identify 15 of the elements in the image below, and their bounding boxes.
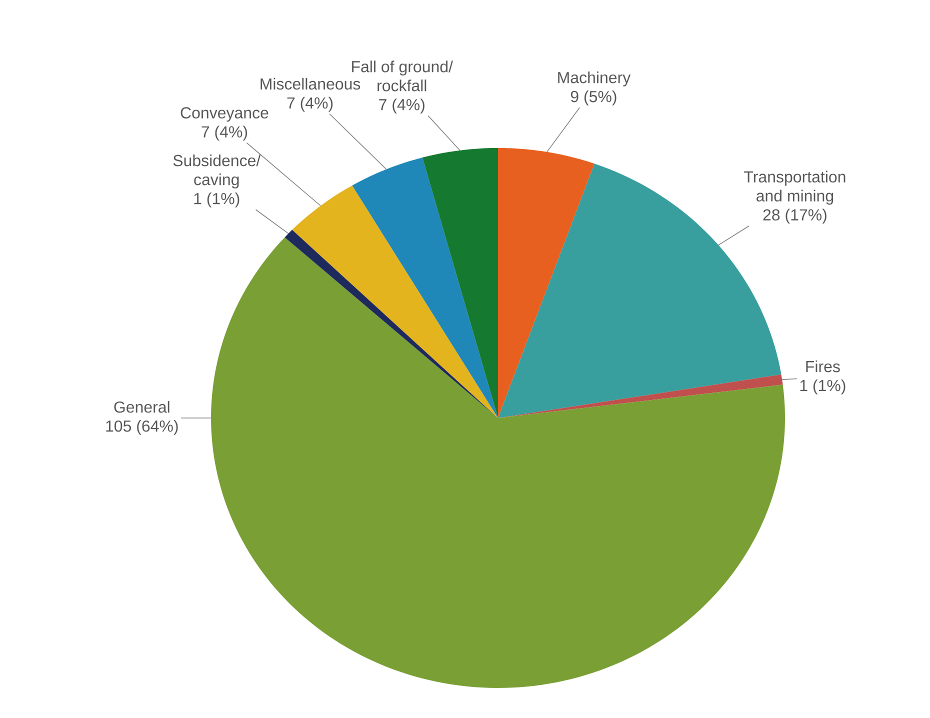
slice-label: Machinery	[558, 71, 631, 86]
data-label: 105 (64%)	[106, 420, 178, 435]
data-label: 1 (1%)	[800, 379, 846, 394]
slice-label: Transportation and mining	[744, 170, 846, 205]
data-label: 7 (4%)	[379, 98, 424, 114]
slice-label: General	[114, 401, 170, 413]
data-label: 7 (4%)	[202, 126, 248, 141]
data-label: 1 (1%)	[194, 192, 240, 208]
data-label: 28 (17%)	[763, 208, 826, 224]
slice-label: Subsidence/ caving	[173, 154, 261, 188]
slice-label: Conveyance	[180, 107, 268, 122]
slice-label: Fires	[806, 360, 840, 372]
data-label: 9 (5%)	[570, 90, 616, 106]
data-label: 7 (4%)	[287, 96, 333, 112]
slice-label: Miscellaneous	[260, 78, 360, 90]
